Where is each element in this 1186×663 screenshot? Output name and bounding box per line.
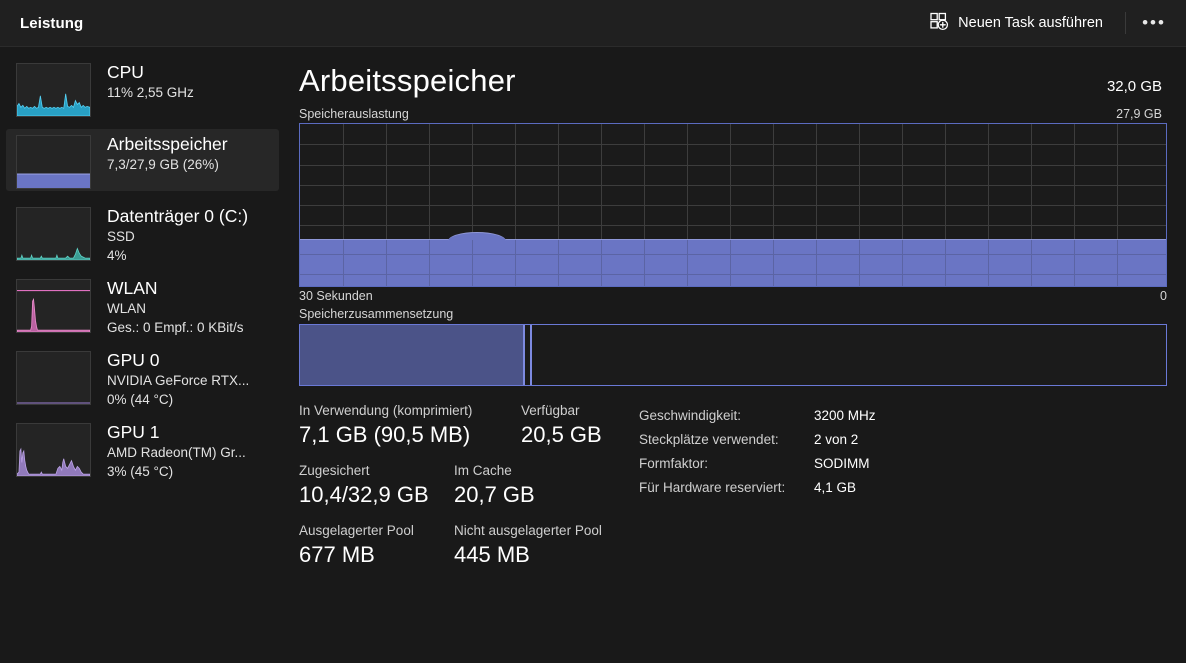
memory-stats: In Verwendung (komprimiert) 7,1 GB (90,5… [299,402,1162,582]
memory-thumbnail-graph [16,135,91,189]
usage-chart-header: Speicherauslastung 27,9 GB [295,107,1162,123]
detail-formfactor-key: Formfaktor: [639,456,709,471]
wlan-thumbnail-graph [16,279,91,333]
detail-formfactor-value: SODIMM [814,456,870,471]
stat-in-use-value: 7,1 GB (90,5 MB) [299,422,471,447]
sidebar-item-wlan-text: WLAN WLAN Ges.: 0 Empf.: 0 KBit/s [107,277,244,337]
detail-row-hardware-reserved: Für Hardware reserviert: 4,1 GB [639,476,876,500]
sidebar-item-memory-title: Arbeitsspeicher [107,134,228,154]
chart-axis-left: 30 Sekunden [299,289,373,303]
stats-row-1: In Verwendung (komprimiert) 7,1 GB (90,5… [299,402,629,450]
memory-stats-left: In Verwendung (komprimiert) 7,1 GB (90,5… [299,402,629,582]
detail-slots-value: 2 von 2 [814,432,859,447]
sidebar-item-gpu0[interactable]: GPU 0 NVIDIA GeForce RTX... 0% (44 °C) [6,345,279,407]
usage-chart-max: 27,9 GB [1116,107,1162,121]
usage-chart-label: Speicherauslastung [299,107,409,121]
cpu-thumbnail-graph [16,63,91,117]
stats-row-2: Zugesichert 10,4/32,9 GB Im Cache 20,7 G… [299,462,629,510]
sidebar-item-gpu0-sub2: 0% (44 °C) [107,392,174,407]
chart-axis-right: 0 [1160,289,1167,303]
sidebar-item-disk0[interactable]: Datenträger 0 (C:) SSD 4% [6,201,279,263]
stat-paged-pool-label: Ausgelagerter Pool [299,523,414,538]
title-bar-actions: Neuen Task ausführen ••• [920,0,1186,46]
stat-committed: Zugesichert 10,4/32,9 GB [299,462,454,510]
detail-row-formfactor: Formfaktor: SODIMM [639,452,876,476]
memory-composition-used-segment [300,325,526,385]
stat-nonpaged-pool-value: 445 MB [454,542,530,567]
sidebar-item-gpu0-text: GPU 0 NVIDIA GeForce RTX... 0% (44 °C) [107,349,249,409]
new-task-icon [930,12,949,35]
stat-paged-pool: Ausgelagerter Pool 677 MB [299,522,454,570]
chart-axis-labels: 30 Sekunden 0 [299,287,1167,303]
sidebar-item-wlan-sub1: WLAN [107,301,147,316]
memory-usage-dip [448,232,506,241]
stat-nonpaged-pool-label: Nicht ausgelagerter Pool [454,523,602,538]
ellipsis-icon: ••• [1142,13,1166,32]
detail-hardware-reserved-value: 4,1 GB [814,480,857,495]
resource-sidebar: CPU 11% 2,55 GHz Arbeitsspeicher 7,3/27,… [0,47,285,663]
sidebar-item-memory-sub1: 7,3/27,9 GB (26%) [107,157,219,172]
detail-slots-key: Steckplätze verwendet: [639,432,779,447]
stat-cached: Im Cache 20,7 GB [454,462,535,510]
sidebar-item-cpu-title: CPU [107,62,144,82]
stat-committed-value: 10,4/32,9 GB [299,482,429,507]
sidebar-item-cpu[interactable]: CPU 11% 2,55 GHz [6,57,279,119]
stat-committed-label: Zugesichert [299,463,370,478]
sidebar-item-gpu1[interactable]: GPU 1 AMD Radeon(TM) Gr... 3% (45 °C) [6,417,279,479]
memory-composition-label: Speicherzusammensetzung [299,307,454,321]
run-new-task-label: Neuen Task ausführen [958,15,1103,31]
gpu1-thumbnail-graph [16,423,91,477]
stats-row-3: Ausgelagerter Pool 677 MB Nicht ausgelag… [299,522,629,570]
detail-row-slots: Steckplätze verwendet: 2 von 2 [639,428,876,452]
sidebar-item-wlan-title: WLAN [107,278,158,298]
memory-usage-area [300,232,1166,286]
sidebar-item-gpu0-sub1: NVIDIA GeForce RTX... [107,373,250,388]
memory-composition-bar[interactable] [299,324,1167,386]
stat-available-value: 20,5 GB [521,422,602,447]
sidebar-item-gpu1-title: GPU 1 [107,422,160,442]
stat-paged-pool-value: 677 MB [299,542,375,567]
sidebar-item-disk0-sub2: 4% [107,248,127,263]
memory-composition-divider [530,325,533,385]
sidebar-item-gpu1-text: GPU 1 AMD Radeon(TM) Gr... 3% (45 °C) [107,421,246,481]
sidebar-item-cpu-sub1: 11% 2,55 GHz [107,85,194,100]
sidebar-item-disk0-text: Datenträger 0 (C:) SSD 4% [107,205,248,265]
memory-detail-pane: Arbeitsspeicher 32,0 GB Speicherauslastu… [285,47,1186,663]
stat-cached-value: 20,7 GB [454,482,535,507]
memory-hardware-details: Geschwindigkeit: 3200 MHz Steckplätze ve… [639,402,876,582]
disk0-thumbnail-graph [16,207,91,261]
title-bar: Leistung Neuen Task ausführen ••• [0,0,1186,47]
detail-row-speed: Geschwindigkeit: 3200 MHz [639,404,876,428]
gpu0-thumbnail-graph [16,351,91,405]
stat-available: Verfügbar 20,5 GB [521,402,602,450]
sidebar-item-cpu-text: CPU 11% 2,55 GHz [107,61,194,102]
stat-in-use: In Verwendung (komprimiert) 7,1 GB (90,5… [299,402,521,450]
sidebar-item-memory[interactable]: Arbeitsspeicher 7,3/27,9 GB (26%) [6,129,279,191]
page-title: Leistung [20,14,84,32]
memory-header: Arbeitsspeicher 32,0 GB [295,61,1162,101]
detail-speed-value: 3200 MHz [814,408,876,423]
chart-area-gridlines [300,240,1166,286]
sidebar-item-gpu1-sub1: AMD Radeon(TM) Gr... [107,445,246,460]
memory-title: Arbeitsspeicher [299,63,516,98]
toolbar-divider [1125,12,1126,34]
more-options-button[interactable]: ••• [1134,7,1174,39]
stat-cached-label: Im Cache [454,463,512,478]
sidebar-item-disk0-sub1: SSD [107,229,135,244]
memory-usage-chart [299,123,1167,287]
stat-nonpaged-pool: Nicht ausgelagerter Pool 445 MB [454,522,602,570]
sidebar-item-memory-text: Arbeitsspeicher 7,3/27,9 GB (26%) [107,133,228,174]
sidebar-item-gpu0-title: GPU 0 [107,350,160,370]
sidebar-item-wlan-sub2: Ges.: 0 Empf.: 0 KBit/s [107,320,244,335]
memory-capacity: 32,0 GB [1106,78,1162,95]
stat-available-label: Verfügbar [521,403,580,418]
detail-speed-key: Geschwindigkeit: [639,408,742,423]
sidebar-item-wlan[interactable]: WLAN WLAN Ges.: 0 Empf.: 0 KBit/s [6,273,279,335]
run-new-task-button[interactable]: Neuen Task ausführen [920,7,1113,39]
sidebar-item-disk0-title: Datenträger 0 (C:) [107,206,249,226]
stat-in-use-label: In Verwendung (komprimiert) [299,403,473,418]
sidebar-item-gpu1-sub2: 3% (45 °C) [107,464,174,479]
detail-hardware-reserved-key: Für Hardware reserviert: [639,480,786,495]
